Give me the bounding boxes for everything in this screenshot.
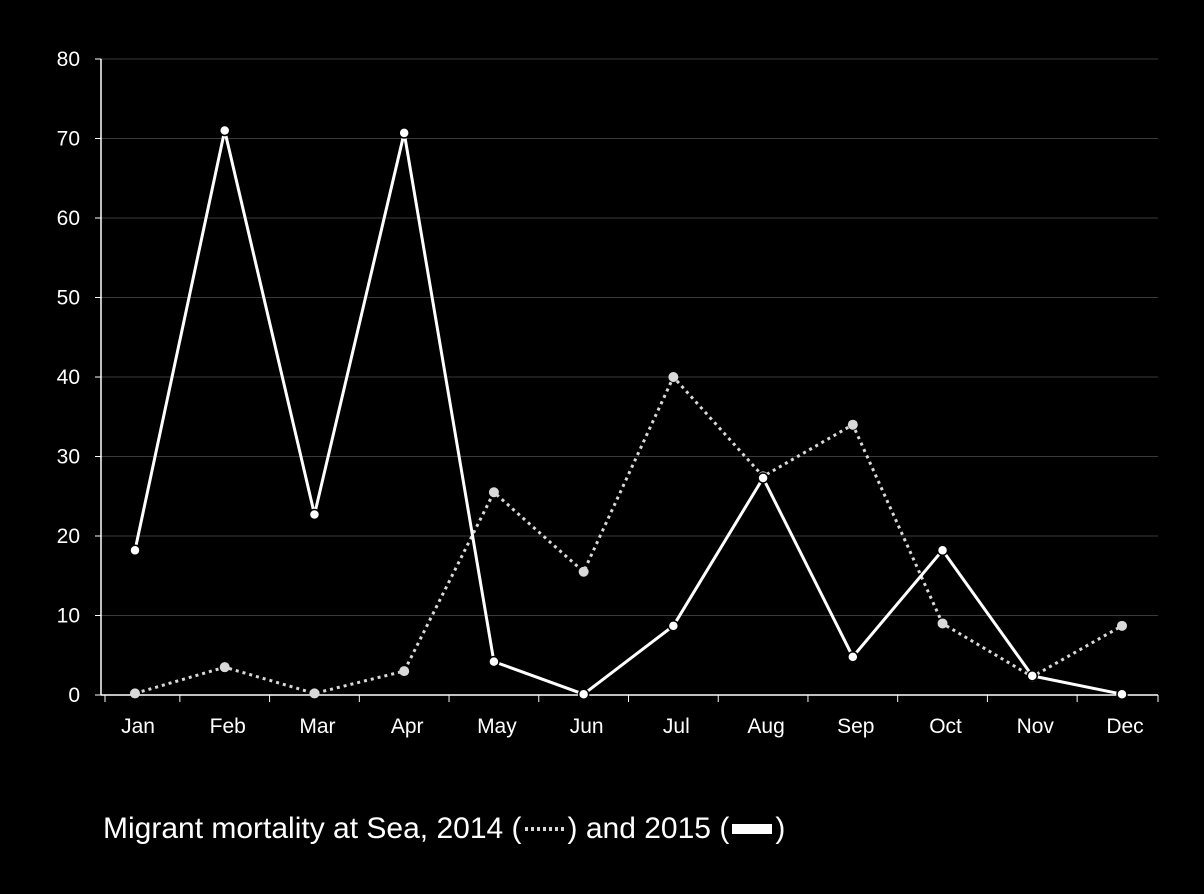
y-tick-label: 70	[57, 128, 80, 151]
x-tick-label: Jul	[663, 715, 690, 738]
data-point-2014	[219, 662, 230, 673]
data-point-2015	[577, 688, 590, 700]
x-tick-label: Aug	[747, 715, 784, 738]
y-tick-label: 80	[57, 48, 80, 71]
gridlines	[101, 58, 1158, 616]
data-point-2015	[308, 508, 321, 521]
x-tick-label: May	[477, 715, 517, 738]
y-tick-label: 0	[68, 684, 80, 707]
data-point-2014	[399, 666, 410, 677]
x-tick-label: Apr	[391, 715, 424, 738]
x-tick-label: Jan	[121, 715, 155, 738]
x-tick-labels: Jan Feb Mar Apr May Jun Jul Aug Sep Oct Nov Dec	[121, 715, 1144, 738]
y-tick-labels: 0 10 20 30 40 50 60 70 80	[57, 48, 80, 707]
data-point-2015	[936, 544, 949, 557]
data-point-2015	[1026, 670, 1039, 682]
y-tick-label: 40	[57, 366, 80, 389]
data-point-2015	[667, 620, 680, 632]
series-points	[129, 124, 1128, 700]
legend-swatch-2015	[732, 824, 773, 834]
series-line-2015	[133, 129, 1123, 696]
x-tick-label: Sep	[837, 715, 874, 738]
x-tick-label: Mar	[299, 715, 335, 738]
caption-middle: ) and 2015 (	[567, 812, 730, 845]
series-lines	[133, 129, 1123, 696]
y-tick-label: 60	[57, 207, 80, 230]
data-point-2015	[398, 127, 410, 139]
x-tick-label: Jun	[570, 715, 604, 738]
data-point-2015	[218, 124, 231, 137]
data-point-2014	[309, 688, 320, 699]
data-point-2014	[488, 487, 499, 498]
data-point-2015	[488, 655, 500, 668]
x-tick-label: Feb	[210, 715, 246, 738]
caption-prefix: Migrant mortality at Sea, 2014 (	[103, 812, 522, 845]
data-point-2014	[668, 372, 679, 382]
y-tick-label: 30	[57, 446, 80, 469]
chart-caption: Migrant mortality at Sea, 2014 ( ) and 2…	[103, 812, 785, 846]
data-point-2015	[757, 472, 769, 484]
legend-swatch-2014	[524, 827, 565, 831]
data-point-2015	[847, 651, 859, 663]
x-tick-label: Dec	[1106, 715, 1143, 738]
data-point-2014	[847, 419, 858, 430]
x-tick-label: Nov	[1017, 715, 1055, 738]
data-point-2015	[1116, 688, 1128, 700]
series-line-2014	[134, 375, 1123, 695]
y-tick-label: 20	[57, 525, 80, 548]
data-point-2014	[130, 688, 140, 699]
y-tick-label: 50	[57, 287, 80, 310]
x-tick-label: Oct	[929, 715, 962, 738]
axes	[95, 58, 1159, 702]
y-tick-label: 10	[57, 605, 80, 628]
data-point-2014	[578, 566, 589, 577]
data-point-2015	[129, 544, 141, 557]
data-point-2014	[1117, 620, 1127, 631]
data-point-2014	[937, 618, 948, 629]
caption-suffix: )	[775, 812, 786, 845]
